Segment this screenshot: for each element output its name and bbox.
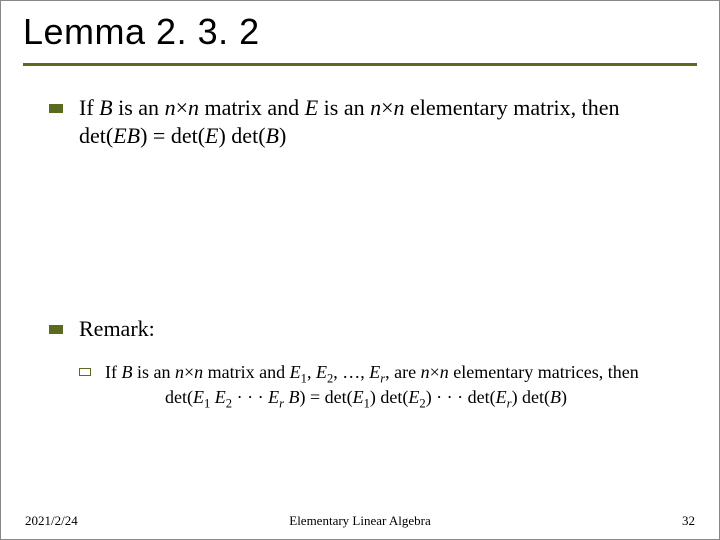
- square-bullet-icon: [49, 104, 63, 113]
- footer-page-number: 32: [682, 513, 695, 529]
- sub-bullet-wrap: If B is an n×n matrix and E1, E2, …, Er,…: [49, 361, 685, 410]
- sub-bullet-1-line2: det(E1 E2 · · · Er B) = det(E1) det(E2) …: [105, 386, 639, 409]
- content-area: If B is an n×n matrix and E is an n×n el…: [1, 66, 719, 409]
- sub-bullet-1-text: If B is an n×n matrix and E1, E2, …, Er,…: [105, 361, 639, 410]
- footer-center: Elementary Linear Algebra: [1, 513, 719, 529]
- bullet-2-text: Remark:: [79, 315, 155, 343]
- bullet-1-text: If B is an n×n matrix and E is an n×n el…: [79, 94, 685, 149]
- sub-bullet-item-1: If B is an n×n matrix and E1, E2, …, Er,…: [79, 361, 685, 410]
- slide-title: Lemma 2. 3. 2: [23, 11, 697, 53]
- hollow-square-bullet-icon: [79, 368, 91, 376]
- bullet-item-2: Remark:: [49, 315, 685, 343]
- sub-bullet-1-line1: If B is an n×n matrix and E1, E2, …, Er,…: [105, 361, 639, 384]
- square-bullet-icon: [49, 325, 63, 334]
- spacer: [49, 167, 685, 315]
- bullet-item-1: If B is an n×n matrix and E is an n×n el…: [49, 94, 685, 149]
- slide-container: Lemma 2. 3. 2 If B is an n×n matrix and …: [0, 0, 720, 540]
- title-wrap: Lemma 2. 3. 2: [1, 1, 719, 59]
